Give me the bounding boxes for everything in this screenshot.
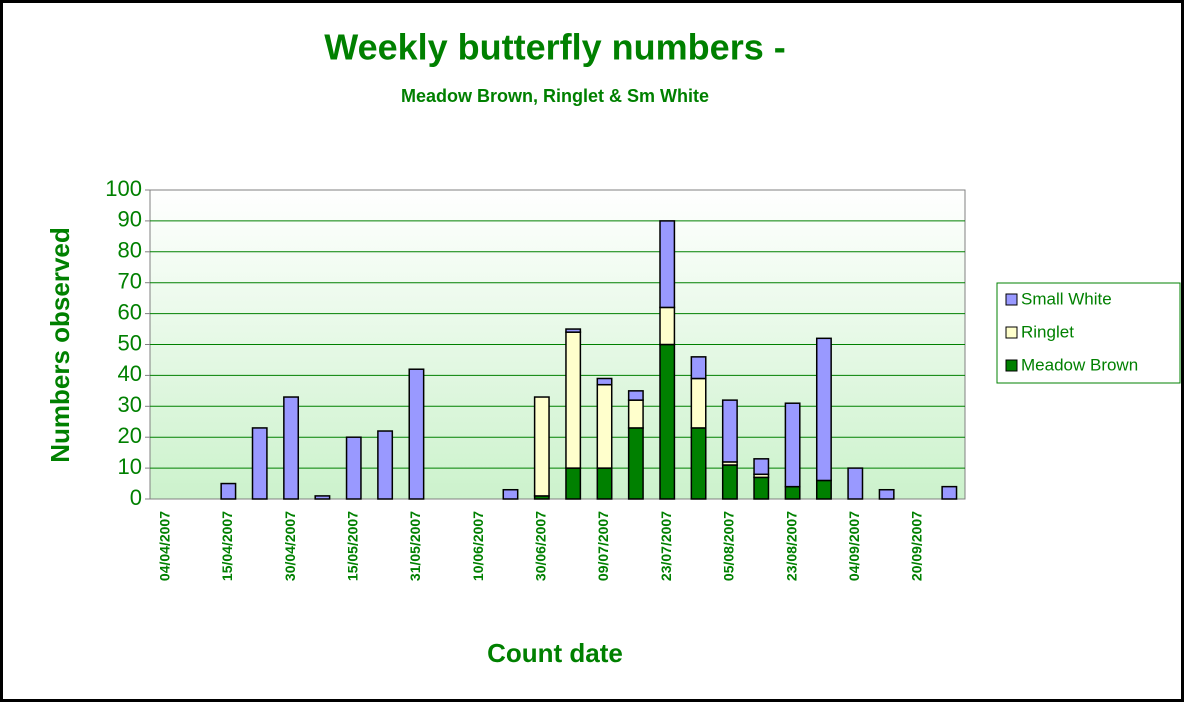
bar-segment: [627, 427, 644, 500]
bar-segment: [220, 482, 237, 500]
bar-segment: [251, 427, 268, 500]
bar-segment: [815, 337, 832, 482]
bar-segment: [847, 467, 864, 500]
chart-title: Weekly butterfly numbers -: [324, 27, 785, 68]
bar-segment: [659, 306, 676, 346]
bar-segment: [690, 427, 707, 500]
y-tick-label: 50: [118, 330, 142, 355]
x-tick-label: 10/06/2007: [470, 511, 486, 581]
legend-label: Small White: [1021, 289, 1112, 308]
legend-label: Meadow Brown: [1021, 355, 1138, 374]
x-tick-label: 30/04/2007: [282, 511, 298, 581]
bar-segment: [565, 331, 582, 469]
y-tick-label: 0: [130, 485, 142, 510]
legend-swatch: [1005, 326, 1018, 339]
bar-segment: [878, 488, 895, 500]
bar-segment: [377, 430, 394, 500]
x-tick-label: 30/06/2007: [533, 511, 549, 581]
x-tick-label: 09/07/2007: [595, 511, 611, 581]
x-tick-label: 15/04/2007: [219, 511, 235, 581]
bar-segment: [690, 356, 707, 380]
bar-segment: [941, 485, 958, 500]
x-tick-label: 15/05/2007: [344, 511, 360, 581]
x-tick-label: 31/05/2007: [407, 511, 423, 581]
bar-segment: [533, 396, 550, 497]
bar-segment: [815, 479, 832, 500]
bar-segment: [627, 390, 644, 401]
bar-segment: [596, 377, 613, 386]
bar-segment: [721, 399, 738, 463]
bar-segment: [314, 495, 331, 500]
bar-segment: [690, 377, 707, 429]
x-tick-label: 05/08/2007: [721, 511, 737, 581]
y-tick-label: 10: [118, 454, 142, 479]
bar-segment: [408, 368, 425, 500]
bar-segment: [627, 399, 644, 429]
bar-segment: [283, 396, 300, 500]
y-axis-title: Numbers observed: [45, 227, 75, 463]
x-tick-label: 04/09/2007: [846, 511, 862, 581]
legend-box: [996, 282, 1181, 384]
y-tick-label: 60: [118, 299, 142, 324]
bar-segment: [753, 458, 770, 476]
bar-segment: [596, 383, 613, 469]
x-tick-label: 04/04/2007: [156, 511, 172, 581]
x-tick-label: 23/07/2007: [658, 511, 674, 581]
legend-swatch: [1005, 293, 1018, 306]
bar-segment: [345, 436, 362, 500]
y-tick-label: 80: [118, 238, 142, 263]
chart-subtitle: Meadow Brown, Ringlet & Sm White: [401, 86, 709, 106]
bar-segment: [784, 485, 801, 500]
y-tick-label: 40: [118, 361, 142, 386]
bar-segment: [659, 220, 676, 309]
bar-segment: [596, 467, 613, 500]
y-tick-label: 20: [118, 423, 142, 448]
y-tick-label: 70: [118, 269, 142, 294]
x-axis-title: Count date: [487, 638, 623, 668]
y-tick-label: 30: [118, 392, 142, 417]
bar-segment: [721, 464, 738, 500]
bar-segment: [784, 402, 801, 488]
y-tick-label: 100: [105, 176, 142, 201]
y-tick-label: 90: [118, 207, 142, 232]
legend-swatch: [1005, 359, 1018, 372]
bar-segment: [753, 476, 770, 500]
bar-segment: [659, 343, 676, 500]
bar-segment: [565, 328, 582, 333]
x-tick-label: 20/09/2007: [909, 511, 925, 581]
x-tick-label: 23/08/2007: [783, 511, 799, 581]
legend-label: Ringlet: [1021, 322, 1074, 341]
bar-segment: [565, 467, 582, 500]
bar-segment: [502, 488, 519, 500]
